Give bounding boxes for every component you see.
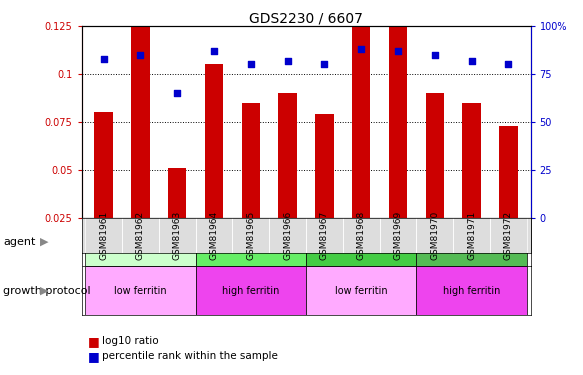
- Text: GSM81971: GSM81971: [467, 211, 476, 260]
- Bar: [279, 93, 297, 218]
- Bar: [416, 266, 527, 315]
- Text: GSM81967: GSM81967: [320, 211, 329, 260]
- Text: ▶: ▶: [40, 237, 48, 247]
- Point: [136, 52, 145, 58]
- Text: high ferritin: high ferritin: [443, 286, 500, 296]
- Bar: [242, 103, 260, 218]
- Text: ▶: ▶: [40, 286, 48, 296]
- Text: ■: ■: [87, 335, 99, 348]
- Text: GSM81970: GSM81970: [430, 211, 440, 260]
- Bar: [85, 266, 196, 315]
- Text: agent: agent: [3, 237, 36, 247]
- Point: [283, 58, 292, 64]
- Bar: [352, 22, 370, 218]
- Bar: [426, 93, 444, 218]
- Text: GSM81963: GSM81963: [173, 211, 182, 260]
- Point: [99, 56, 108, 62]
- Bar: [94, 112, 113, 218]
- Bar: [315, 114, 333, 218]
- Text: DMEM-FBS: DMEM-FBS: [117, 237, 164, 246]
- Text: SF-FAC (ferric ammonium
citrate): SF-FAC (ferric ammonium citrate): [414, 232, 529, 252]
- Point: [467, 58, 476, 64]
- Bar: [85, 217, 196, 266]
- Text: SF-0: SF-0: [352, 237, 371, 246]
- Text: GSM81972: GSM81972: [504, 211, 513, 260]
- Text: high ferritin: high ferritin: [222, 286, 280, 296]
- Point: [394, 48, 403, 54]
- Bar: [416, 217, 527, 266]
- Bar: [196, 217, 306, 266]
- Title: GDS2230 / 6607: GDS2230 / 6607: [249, 11, 363, 25]
- Point: [430, 52, 440, 58]
- Text: GSM81965: GSM81965: [247, 211, 255, 260]
- Text: GSM81964: GSM81964: [209, 211, 219, 260]
- Text: ■: ■: [87, 350, 99, 363]
- Bar: [389, 0, 408, 217]
- Point: [357, 46, 366, 52]
- Bar: [306, 266, 416, 315]
- Bar: [196, 266, 306, 315]
- Text: percentile rank within the sample: percentile rank within the sample: [102, 351, 278, 361]
- Bar: [306, 217, 416, 266]
- Point: [209, 48, 219, 54]
- Text: low ferritin: low ferritin: [114, 286, 167, 296]
- Text: low ferritin: low ferritin: [335, 286, 388, 296]
- Text: growth protocol: growth protocol: [3, 286, 90, 296]
- Point: [504, 62, 513, 68]
- Bar: [499, 126, 518, 218]
- Point: [246, 62, 255, 68]
- Bar: [131, 0, 150, 217]
- Point: [173, 90, 182, 96]
- Text: GSM81969: GSM81969: [394, 211, 403, 260]
- Bar: [168, 168, 187, 217]
- Text: GSM81966: GSM81966: [283, 211, 292, 260]
- Text: GSM81962: GSM81962: [136, 211, 145, 260]
- Text: log10 ratio: log10 ratio: [102, 336, 159, 346]
- Text: GSM81961: GSM81961: [99, 211, 108, 260]
- Text: DMEM-Hemin: DMEM-Hemin: [220, 237, 281, 246]
- Bar: [205, 64, 223, 218]
- Text: GSM81968: GSM81968: [357, 211, 366, 260]
- Bar: [462, 103, 481, 218]
- Point: [320, 62, 329, 68]
